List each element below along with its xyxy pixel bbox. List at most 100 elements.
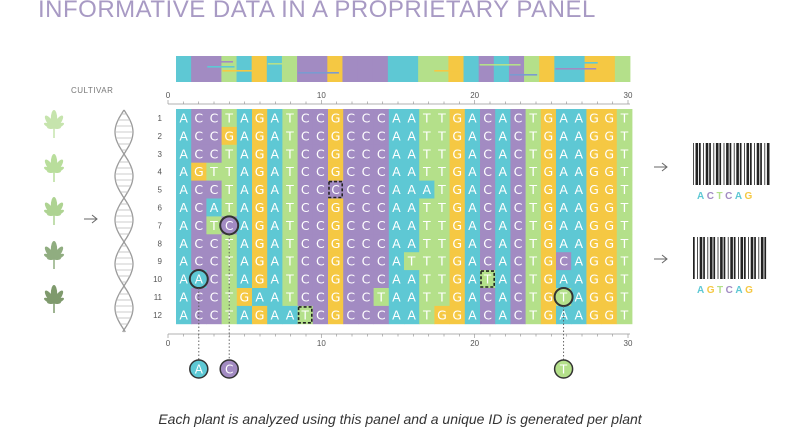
barcode-letter: G (745, 285, 756, 296)
base-letter: G (604, 200, 614, 215)
leaflet (53, 159, 64, 173)
grid-cell (434, 180, 450, 199)
base-letter: C (483, 146, 492, 161)
grid-cell (464, 198, 481, 217)
barcode-bar (729, 143, 732, 185)
base-letter: G (604, 218, 614, 233)
grid-cell (449, 180, 466, 199)
base-letter: C (483, 254, 492, 269)
grid-cell (525, 252, 542, 271)
base-letter: T (285, 254, 294, 269)
overview-variant (192, 61, 233, 63)
grid-cell (388, 216, 405, 235)
grid-cell (176, 109, 192, 128)
grid-cell (540, 109, 557, 128)
grid-cell (571, 144, 587, 164)
grid-cell (282, 305, 298, 325)
grid-cell (434, 198, 450, 217)
highlight-letter: A (195, 273, 204, 287)
base-letter: C (301, 289, 310, 304)
grid-cell (434, 288, 450, 307)
base-letter: A (499, 254, 508, 269)
dna-helix-icon (114, 109, 134, 333)
grid-cell (221, 252, 238, 271)
grid-cell (495, 216, 511, 235)
grid-cell (571, 109, 587, 128)
base-letter: G (589, 272, 599, 287)
grid-cell (510, 305, 526, 325)
arrow-icon (654, 254, 668, 264)
leaflet (47, 170, 55, 173)
grid-cell (358, 198, 374, 217)
grid-cell (358, 288, 374, 307)
overview-cell (297, 56, 313, 82)
grid-cell (328, 234, 344, 253)
base-letter: G (589, 254, 599, 269)
leaflet (44, 246, 55, 260)
axis-top: 0 10 20 30 (166, 91, 633, 105)
barcode-bar (703, 143, 704, 185)
barcode-bar (723, 143, 725, 185)
grid-cell (571, 270, 587, 289)
base-letter: A (468, 218, 477, 233)
leaflet (44, 290, 55, 304)
base-letter: C (210, 236, 219, 251)
grid-cell (297, 252, 314, 271)
grid-cell (206, 180, 222, 199)
base-letter: A (240, 236, 249, 251)
base-letter: T (224, 200, 233, 215)
grid-cell (449, 216, 466, 235)
base-letter: C (316, 307, 325, 322)
base-letter: G (604, 236, 614, 251)
grid-cell (343, 162, 359, 181)
grid-cell (252, 234, 268, 253)
grid-cell (525, 162, 542, 181)
overview-variant (388, 62, 417, 64)
grid-cell (586, 252, 602, 271)
grid-cell (282, 198, 298, 217)
grid-cell (525, 216, 542, 235)
grid-cell (616, 162, 633, 181)
base-letter: A (468, 307, 477, 322)
overview-cell (251, 56, 268, 82)
base-letter: G (589, 289, 599, 304)
grid-cell (388, 288, 405, 307)
base-letter: C (194, 200, 203, 215)
grid-cell (191, 162, 207, 181)
grid-cell (312, 144, 329, 164)
base-letter: T (528, 164, 537, 179)
grid-cell (616, 288, 633, 307)
arrow-head (661, 162, 668, 172)
base-letter: A (575, 200, 584, 215)
grid-cell (404, 216, 420, 235)
arrow-head (91, 214, 98, 224)
barcode-letter: G (706, 285, 718, 296)
barcode-bar (733, 237, 736, 279)
leaflet (44, 202, 55, 216)
base-letter: G (604, 110, 614, 125)
base-letter: G (452, 146, 462, 161)
grid-cell (221, 109, 238, 128)
base-letter: C (301, 218, 310, 233)
grid-cell (540, 180, 557, 199)
base-letter: G (452, 254, 462, 269)
row-label: 6 (158, 203, 163, 212)
grid-cell (373, 288, 390, 307)
base-letter: C (301, 164, 310, 179)
grid-cell (480, 252, 496, 271)
grid-cell (495, 180, 511, 199)
grid-cell (495, 162, 511, 181)
grid-cell (297, 109, 314, 128)
base-letter: C (316, 110, 325, 125)
base-letter: C (210, 182, 219, 197)
grid-cell (586, 109, 602, 128)
overview-cell (448, 56, 464, 82)
base-letter: A (392, 110, 401, 125)
base-letter: A (179, 200, 188, 215)
axis-tick-label: 10 (317, 339, 326, 348)
base-letter: G (255, 146, 265, 161)
base-letter: T (422, 146, 431, 161)
grid-cell (616, 126, 633, 146)
grid-cell (282, 288, 298, 307)
